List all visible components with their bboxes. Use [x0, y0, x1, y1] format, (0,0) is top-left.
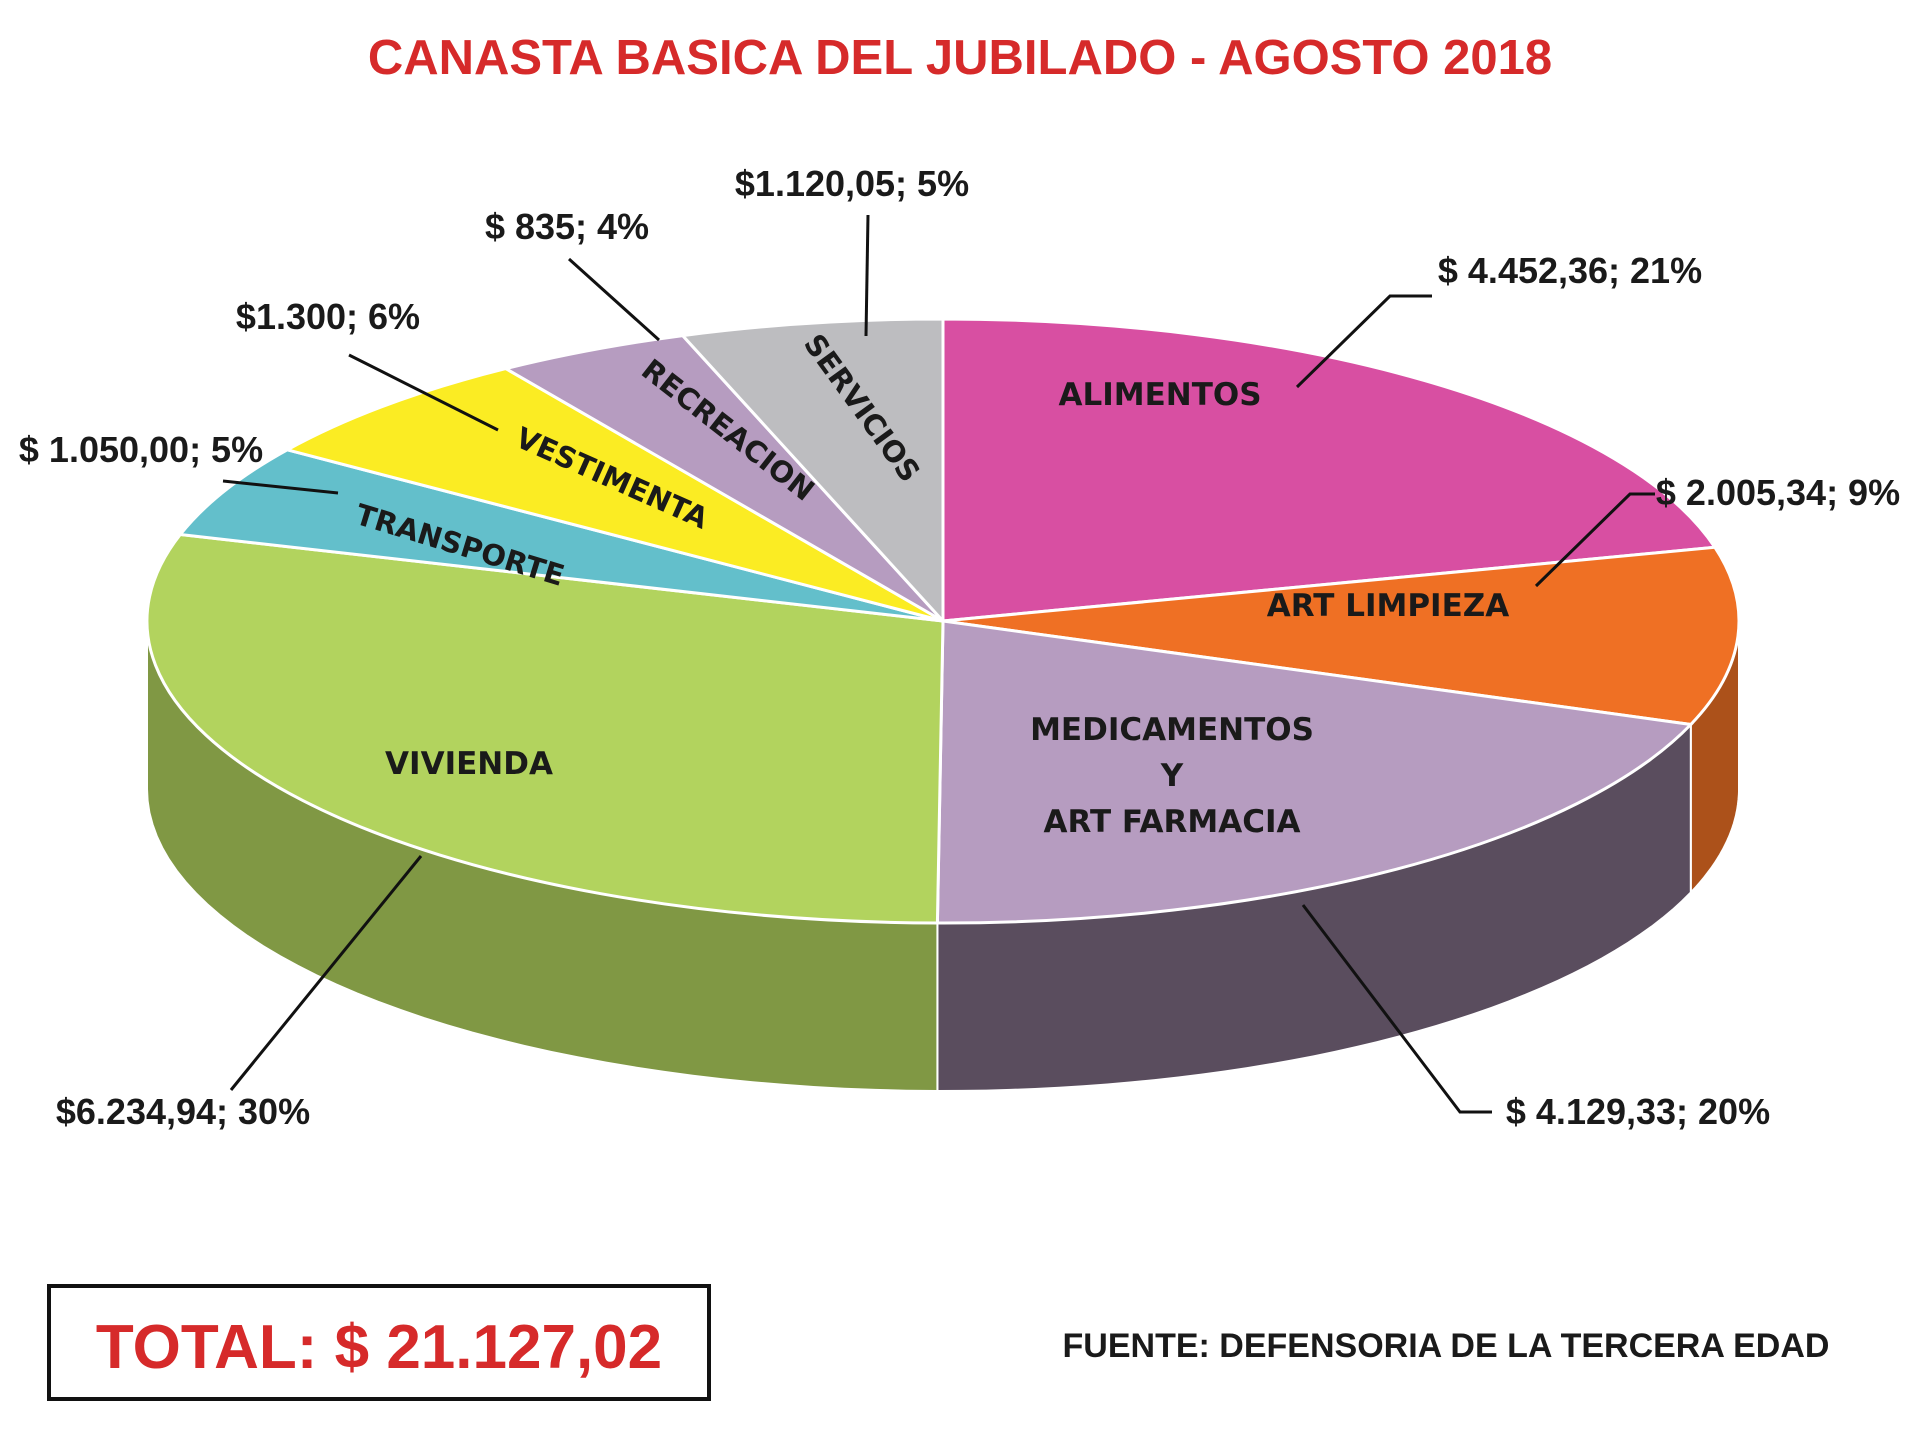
pie-slice-transporte: [177, 448, 944, 623]
category-label-alimentos: ALIMENTOS: [1058, 377, 1261, 413]
value-label-servicios: $1.120,05; 5%: [735, 163, 969, 204]
leader-lines: [222, 214, 1655, 1114]
source-note: FUENTE: DEFENSORIA DE LA TERCERA EDAD: [1063, 1327, 1830, 1365]
pie-slice-vivienda: [145, 532, 945, 925]
pie-slice-servicios: [679, 317, 945, 625]
category-label-medicamentos-y-art-farmacia: MEDICAMENTOS Y ART FARMACIA: [1030, 712, 1314, 840]
value-label-medicamentos-y-art-farmacia: $ 4.129,33; 20%: [1506, 1091, 1770, 1132]
leader-line-medicamentos-y-art-farmacia: [1301, 904, 1492, 1114]
pie-slice-medicamentos-y-art-farmacia: [935, 619, 1694, 925]
leader-line-transporte: [222, 479, 339, 495]
category-label-vivienda: VIVIENDA: [385, 746, 553, 782]
leader-line-art-limpieza: [1534, 492, 1655, 588]
pie-top: [145, 317, 1741, 925]
value-label-transporte: $ 1.050,00; 5%: [19, 429, 263, 470]
value-label-alimentos: $ 4.452,36; 21%: [1438, 250, 1702, 291]
value-label-vestimenta: $1.300; 6%: [236, 296, 420, 337]
chart-title: CANASTA BASICA DEL JUBILADO - AGOSTO 201…: [368, 31, 1552, 85]
leader-line-alimentos: [1295, 294, 1432, 389]
leader-line-vestimenta: [348, 353, 499, 432]
value-labels: $ 4.452,36; 21% $ 2.005,34; 9% $ 4.129,33;…: [19, 163, 1900, 1132]
pie-slice-recreacion: [501, 334, 945, 623]
leader-line-servicios: [864, 214, 870, 337]
value-label-art-limpieza: $ 2.005,34; 9%: [1656, 472, 1900, 513]
total-label: TOTAL: $ 21.127,02: [96, 1313, 662, 1382]
pie-slice-art-limpieza: [942, 545, 1741, 727]
leader-line-recreacion: [567, 257, 661, 342]
value-label-vivienda: $6.234,94; 30%: [56, 1091, 310, 1132]
pie-slice-alimentos: [941, 317, 1718, 623]
pie-slice-vestimenta: [283, 366, 944, 623]
leader-line-vivienda: [229, 855, 423, 1091]
category-label-art-limpieza: ART LIMPIEZA: [1267, 588, 1509, 624]
total-box: [47, 1284, 711, 1401]
value-label-recreacion: $ 835; 4%: [485, 206, 649, 247]
